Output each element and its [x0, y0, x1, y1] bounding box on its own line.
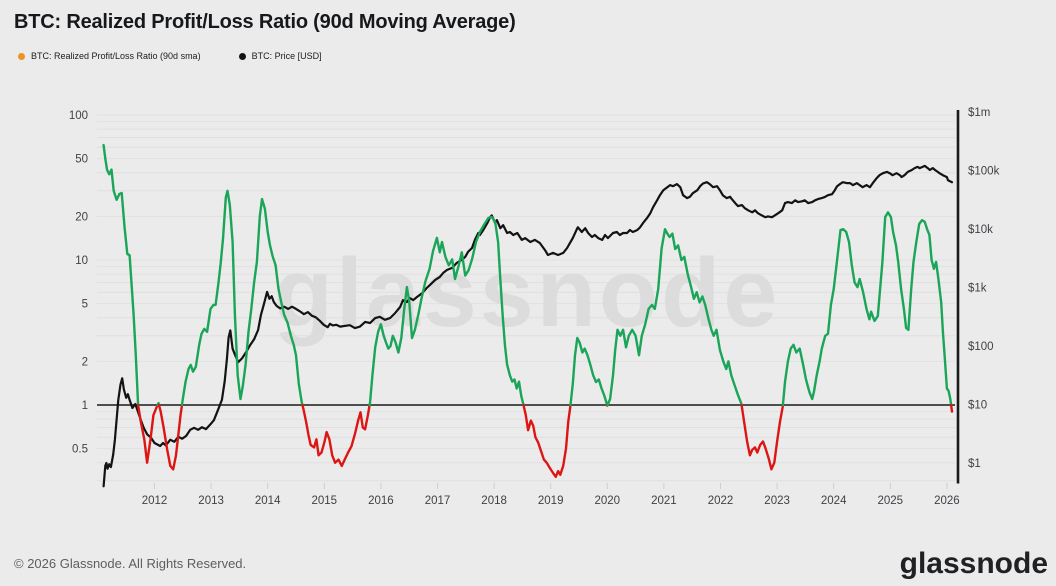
ratio-line-below-1: [949, 403, 954, 413]
legend-label-ratio: BTC: Realized Profit/Loss Ratio (90d sma…: [31, 51, 201, 61]
right-axis-label: $100: [968, 341, 994, 353]
right-axis-label: $10k: [968, 224, 993, 236]
left-axis-label: 5: [82, 299, 88, 311]
ratio-line-above-1: [606, 228, 743, 407]
copyright-text: © 2026 Glassnode. All Rights Reserved.: [14, 556, 247, 571]
x-tick-label: 2024: [821, 495, 847, 507]
ratio-line-above-1: [569, 336, 609, 407]
left-axis-label: 1: [82, 400, 88, 412]
price-line: [102, 164, 954, 488]
x-tick-label: 2023: [764, 495, 790, 507]
x-tick-label: 2022: [708, 495, 734, 507]
ratio-line-below-1: [522, 403, 572, 478]
ratio-line-below-1: [301, 403, 371, 468]
right-axis-label: $1k: [968, 283, 987, 295]
x-tick-label: 2014: [255, 495, 281, 507]
left-axis-label: 50: [75, 154, 88, 166]
x-tick-label: 2017: [425, 495, 451, 507]
left-axis-label: 100: [69, 110, 88, 122]
right-axis-label: $1: [968, 458, 981, 470]
ratio-line-below-1: [157, 403, 184, 471]
legend-label-price: BTC: Price [USD]: [251, 51, 322, 61]
x-tick-label: 2021: [651, 495, 677, 507]
x-tick-label: 2016: [368, 495, 394, 507]
legend-item-ratio[interactable]: BTC: Realized Profit/Loss Ratio (90d sma…: [18, 51, 201, 61]
ratio-line-above-1: [102, 143, 140, 407]
ratio-line-below-1: [136, 403, 159, 464]
ratio-line-above-1: [781, 211, 953, 407]
x-tick-label: 2019: [538, 495, 564, 507]
left-axis-label: 20: [75, 211, 88, 223]
legend-item-price[interactable]: BTC: Price [USD]: [238, 51, 322, 61]
left-axis-label: 10: [75, 255, 88, 267]
right-axis-label: $1m: [968, 107, 990, 119]
ratio-line-above-1: [180, 189, 304, 407]
x-tick-label: 2026: [934, 495, 960, 507]
left-axis-label: 0.5: [72, 444, 88, 456]
glassnode-logo: glassnode: [899, 547, 1048, 580]
watermark: glassnode: [274, 238, 781, 347]
footer: © 2026 Glassnode. All Rights Reserved. g…: [0, 540, 1056, 586]
ratio-series-dot-icon: [18, 52, 25, 60]
x-tick-label: 2013: [198, 495, 224, 507]
x-tick-label: 2025: [878, 495, 904, 507]
chart-legend: BTC: Realized Profit/Loss Ratio (90d sma…: [18, 51, 322, 61]
ratio-line-above-1: [368, 215, 525, 407]
x-tick-label: 2018: [481, 495, 507, 507]
left-axis-label: 2: [82, 356, 88, 368]
right-axis-label: $10: [968, 400, 987, 412]
x-tick-label: 2015: [312, 495, 338, 507]
x-tick-label: 2020: [595, 495, 621, 507]
page-title: BTC: Realized Profit/Loss Ratio (90d Mov…: [14, 11, 516, 33]
price-series-dot-icon: [238, 52, 246, 60]
x-tick-label: 2012: [142, 495, 168, 507]
ratio-line-below-1: [740, 403, 785, 471]
right-axis-label: $100k: [968, 166, 1000, 178]
